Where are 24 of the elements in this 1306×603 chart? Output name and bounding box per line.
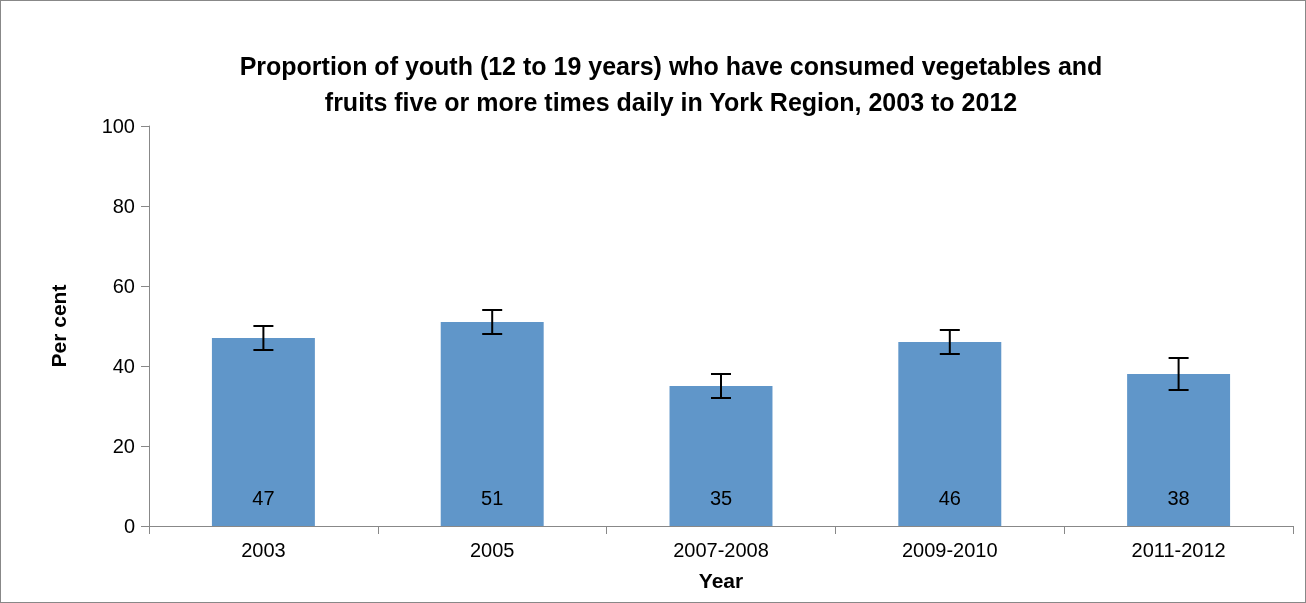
bar [1127, 374, 1231, 526]
data-label: 46 [938, 487, 961, 509]
y-tick-label: 20 [112, 435, 135, 457]
x-tick-label: 2003 [241, 539, 286, 561]
bar [669, 386, 773, 526]
x-tick-label: 2007-2008 [673, 539, 769, 561]
bar [440, 322, 544, 526]
x-tick-label: 2011-2012 [1131, 539, 1226, 561]
y-tick-label: 100 [101, 115, 135, 137]
y-tick-label: 40 [112, 355, 135, 377]
y-axis-title: Per cent [47, 284, 70, 368]
bar [211, 338, 315, 526]
x-axis-title: Year [698, 569, 744, 592]
y-tick-label: 0 [123, 515, 135, 537]
chart-title: Proportion of youth (12 to 19 years) who have consumed vegetables and fruits five or more times daily in York Region, 2003 to 2012 [239, 52, 1103, 116]
data-label: 38 [1167, 487, 1190, 509]
x-tick-label: 2005 [469, 539, 515, 561]
x-tick-label: 2009-2010 [901, 539, 998, 561]
data-label: 47 [252, 487, 275, 509]
y-tick-label: 60 [112, 275, 135, 297]
bar [898, 342, 1002, 526]
data-label: 51 [481, 487, 504, 509]
data-label: 35 [709, 487, 733, 509]
y-tick-label: 80 [112, 195, 135, 217]
